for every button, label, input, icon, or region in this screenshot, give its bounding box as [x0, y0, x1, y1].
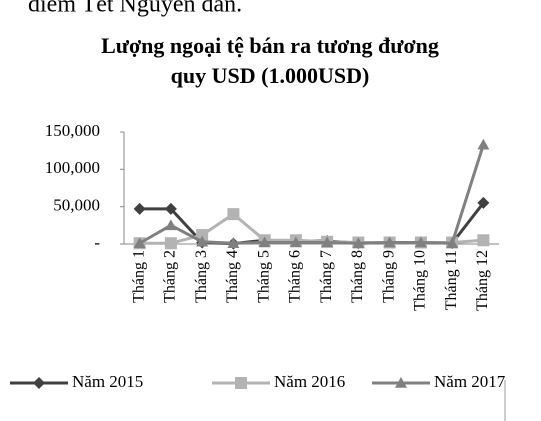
marker	[133, 237, 146, 249]
x-tick-label: Tháng 9	[380, 250, 397, 303]
x-tick-label: Tháng 5	[255, 250, 272, 303]
marker	[164, 219, 177, 231]
x-tick-label: Tháng 10	[412, 250, 429, 311]
page-text: điểm Tết Nguyên đán.	[28, 0, 242, 18]
chart-title: Lượng ngoại tệ bán ra tương đương	[101, 33, 439, 58]
x-tick-label: Tháng 4	[224, 250, 241, 303]
marker	[227, 208, 240, 221]
x-tick-label: Tháng 8	[349, 250, 366, 303]
x-tick-label: Tháng 11	[443, 250, 460, 310]
marker	[196, 229, 209, 242]
legend-label: Năm 2017	[434, 372, 506, 391]
marker	[352, 237, 365, 249]
x-tick-label: Tháng 2	[162, 250, 179, 303]
marker	[477, 138, 490, 150]
marker	[289, 236, 302, 248]
marker	[235, 377, 247, 389]
marker	[321, 236, 334, 248]
legend-label: Năm 2015	[72, 372, 143, 391]
x-tick-label: Tháng 1	[130, 250, 147, 303]
marker	[164, 202, 177, 215]
y-tick-label: 150,000	[45, 121, 100, 140]
y-tick-label: 50,000	[53, 196, 100, 215]
x-tick-label: Tháng 6	[287, 250, 304, 303]
y-tick-label: 100,000	[45, 158, 100, 177]
marker	[395, 377, 407, 388]
legend-label: Năm 2016	[274, 372, 345, 391]
marker	[477, 234, 490, 247]
marker	[196, 235, 209, 247]
marker	[258, 236, 271, 248]
x-tick-label: Tháng 12	[474, 250, 491, 311]
marker	[446, 237, 459, 249]
marker	[414, 236, 427, 248]
marker	[33, 377, 45, 389]
y-tick-label: -	[94, 233, 100, 252]
x-tick-label: Tháng 3	[193, 250, 210, 303]
marker	[383, 236, 396, 248]
marker	[477, 196, 490, 209]
series-line	[138, 144, 485, 245]
marker	[133, 202, 146, 215]
x-tick-label: Tháng 7	[318, 250, 335, 303]
chart-title: quy USD (1.000USD)	[171, 63, 370, 88]
marker	[227, 237, 240, 249]
marker	[164, 237, 177, 250]
